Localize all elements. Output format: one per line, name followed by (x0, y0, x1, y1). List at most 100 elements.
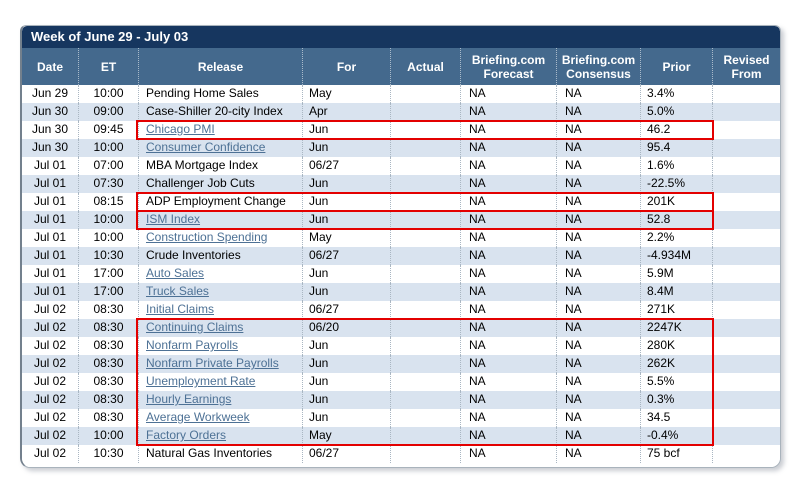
cell-prior: 5.5% (640, 373, 712, 391)
column-header-actual: Actual (390, 48, 460, 85)
cell-release: Natural Gas Inventories (138, 445, 302, 463)
table-row: Jul 02 08:30 Nonfarm Private Payrolls Ju… (22, 355, 780, 373)
cell-for: Jun (302, 121, 390, 139)
release-link[interactable]: ISM Index (146, 212, 201, 226)
cell-date: Jun 30 (31, 140, 69, 154)
cell-actual (390, 445, 460, 463)
release-link[interactable]: Consumer Confidence (146, 140, 266, 154)
column-header-release: Release (138, 48, 302, 85)
cell-briefing-consensus: NA (556, 193, 640, 211)
cell-date: Jul 01 (33, 212, 67, 226)
cell-briefing-forecast: NA (460, 229, 556, 247)
cell-revised-from (712, 337, 780, 355)
column-header-for: For (302, 48, 390, 85)
cell-release: Nonfarm Payrolls (138, 337, 302, 355)
release-link[interactable]: Unemployment Rate (146, 374, 256, 388)
cell-briefing-forecast: NA (460, 409, 556, 427)
cell-actual (390, 355, 460, 373)
cell-revised-from (712, 265, 780, 283)
release-link[interactable]: Truck Sales (146, 284, 209, 298)
cell-et: 08:30 (78, 409, 138, 427)
cell-briefing-consensus: NA (556, 85, 640, 103)
cell-for: Jun (302, 283, 390, 301)
cell-briefing-forecast: NA (460, 121, 556, 139)
cell-briefing-consensus: NA (556, 319, 640, 337)
cell-for: Jun (302, 175, 390, 193)
cell-briefing-forecast: NA (460, 391, 556, 409)
cell-for: Jun (302, 265, 390, 283)
release-link[interactable]: Initial Claims (146, 302, 215, 316)
table-row: Jun 30 10:00 Consumer Confidence Jun NA … (22, 139, 780, 157)
cell-revised-from (712, 139, 780, 157)
cell-release: Construction Spending (138, 229, 302, 247)
cell-briefing-consensus: NA (556, 355, 640, 373)
table-row: Jul 02 08:30 Average Workweek Jun NA NA … (22, 409, 780, 427)
cell-revised-from (712, 283, 780, 301)
cell-release: Case-Shiller 20-city Index (138, 103, 302, 121)
table-row: Jul 01 08:15 ADP Employment Change Jun N… (22, 193, 780, 211)
cell-release: Hourly Earnings (138, 391, 302, 409)
cell-actual (390, 265, 460, 283)
cell-date: Jul 01 (33, 248, 67, 262)
cell-briefing-consensus: NA (556, 373, 640, 391)
cell-et: 08:30 (78, 319, 138, 337)
cell-et: 08:30 (78, 355, 138, 373)
cell-prior: 46.2 (640, 121, 712, 139)
release-link[interactable]: Construction Spending (146, 230, 268, 244)
cell-briefing-consensus: NA (556, 247, 640, 265)
cell-revised-from (712, 211, 780, 229)
cell-prior: -0.4% (640, 427, 712, 445)
release-link[interactable]: Hourly Earnings (146, 392, 232, 406)
release-link[interactable]: Auto Sales (146, 266, 205, 280)
cell-for: 06/27 (302, 445, 390, 463)
cell-actual (390, 193, 460, 211)
release-link[interactable]: Nonfarm Private Payrolls (146, 356, 279, 370)
table-row: Jul 01 07:30 Challenger Job Cuts Jun NA … (22, 175, 780, 193)
cell-briefing-forecast: NA (460, 373, 556, 391)
cell-briefing-forecast: NA (460, 445, 556, 463)
cell-revised-from (712, 355, 780, 373)
cell-actual (390, 373, 460, 391)
cell-briefing-consensus: NA (556, 211, 640, 229)
cell-date: Jul 02 (33, 428, 67, 442)
cell-prior: 3.4% (640, 85, 712, 103)
column-header-briefing-com: Briefing.com Forecast (460, 48, 556, 85)
release-link[interactable]: Continuing Claims (146, 320, 244, 334)
cell-et: 09:00 (78, 103, 138, 121)
cell-release: Nonfarm Private Payrolls (138, 355, 302, 373)
release-link[interactable]: Average Workweek (146, 410, 250, 424)
cell-briefing-consensus: NA (556, 391, 640, 409)
cell-revised-from (712, 373, 780, 391)
table-row: Jun 30 09:45 Chicago PMI Jun NA NA 46.2 (22, 121, 780, 139)
cell-release: Auto Sales (138, 265, 302, 283)
table-bottom-spacer (22, 463, 780, 467)
cell-briefing-consensus: NA (556, 121, 640, 139)
cell-briefing-forecast: NA (460, 301, 556, 319)
table-row: Jul 02 08:30 Unemployment Rate Jun NA NA… (22, 373, 780, 391)
cell-briefing-forecast: NA (460, 211, 556, 229)
table-row: Jul 02 08:30 Hourly Earnings Jun NA NA 0… (22, 391, 780, 409)
cell-actual (390, 85, 460, 103)
cell-revised-from (712, 427, 780, 445)
cell-briefing-forecast: NA (460, 283, 556, 301)
cell-briefing-consensus: NA (556, 445, 640, 463)
cell-revised-from (712, 391, 780, 409)
cell-release: Chicago PMI (138, 121, 302, 139)
cell-revised-from (712, 175, 780, 193)
column-header-date: Date (36, 59, 63, 74)
cell-revised-from (712, 319, 780, 337)
cell-date: Jul 02 (33, 356, 67, 370)
cell-actual (390, 211, 460, 229)
cell-et: 08:30 (78, 301, 138, 319)
cell-briefing-forecast: NA (460, 139, 556, 157)
cell-et: 07:30 (78, 175, 138, 193)
release-link[interactable]: Factory Orders (146, 428, 227, 442)
cell-actual (390, 103, 460, 121)
cell-for: May (302, 427, 390, 445)
cell-for: 06/27 (302, 247, 390, 265)
cell-release: Initial Claims (138, 301, 302, 319)
release-link[interactable]: Chicago PMI (146, 122, 215, 136)
release-link[interactable]: Nonfarm Payrolls (146, 338, 239, 352)
cell-briefing-consensus: NA (556, 103, 640, 121)
column-header-row: Date ET Release For Actual Briefing.com Forec… (22, 48, 780, 85)
